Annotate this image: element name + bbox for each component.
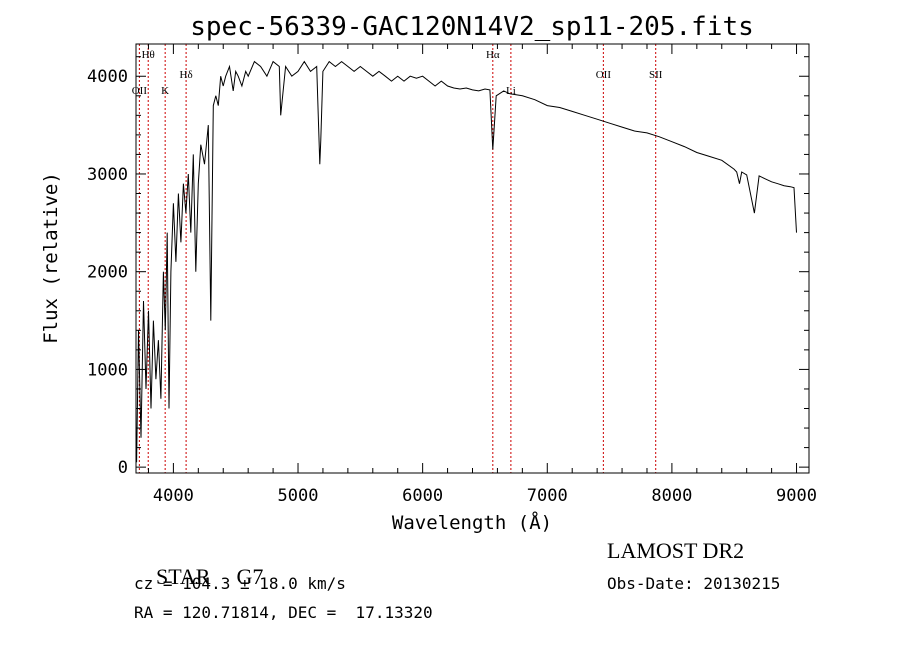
x-tick-label: 6000: [402, 486, 443, 506]
spectral-line-markers: Hθ OII K Hδ Hα Li OII SII: [132, 44, 663, 473]
survey-name: LAMOST DR2: [607, 538, 745, 563]
subclass-label: G7: [236, 564, 264, 589]
x-tick-label: 5000: [278, 486, 319, 506]
coordinates-readout: RA = 120.71814, DEC = 17.13320: [134, 603, 433, 622]
x-tick-label: 9000: [776, 486, 817, 506]
object-class: STAR G7: [134, 538, 263, 616]
line-marker-label: OII: [596, 69, 612, 81]
y-tick-label: 1000: [87, 360, 128, 380]
y-tick-label: 0: [118, 458, 128, 478]
spectrum-series: [136, 60, 797, 463]
redshift-readout: cz = 104.3 ± 18.0 km/s: [134, 574, 346, 593]
y-tick-label: 3000: [87, 165, 128, 185]
x-axis-label: Wavelength (Å): [392, 511, 552, 534]
y-tick-label: 4000: [87, 67, 128, 87]
x-tick-label: 8000: [651, 486, 692, 506]
line-marker-label: SII: [649, 69, 663, 81]
x-tick-label: 4000: [153, 486, 194, 506]
y-axis-label: Flux (relative): [40, 172, 62, 344]
x-tick-label: 7000: [527, 486, 568, 506]
observation-date: Obs-Date: 20130215: [607, 574, 781, 593]
plot-axes: 4000 5000 6000 7000 8000 9000 0 1000 2000 3000 400…: [87, 43, 817, 506]
chart-title: spec-56339-GAC120N14V2_sp11-205.fits: [190, 12, 754, 42]
class-label: STAR: [156, 564, 211, 589]
line-marker-label: Hα: [486, 49, 500, 61]
line-marker-label: Li: [506, 85, 516, 97]
plot-frame: [135, 43, 810, 474]
spectrum-line: [136, 60, 797, 463]
line-marker-label: K: [161, 85, 169, 97]
line-marker-label: OII: [132, 85, 148, 97]
line-marker-label: Hδ: [180, 69, 193, 81]
y-tick-label: 2000: [87, 263, 128, 283]
line-marker-label: Hθ: [142, 49, 155, 61]
